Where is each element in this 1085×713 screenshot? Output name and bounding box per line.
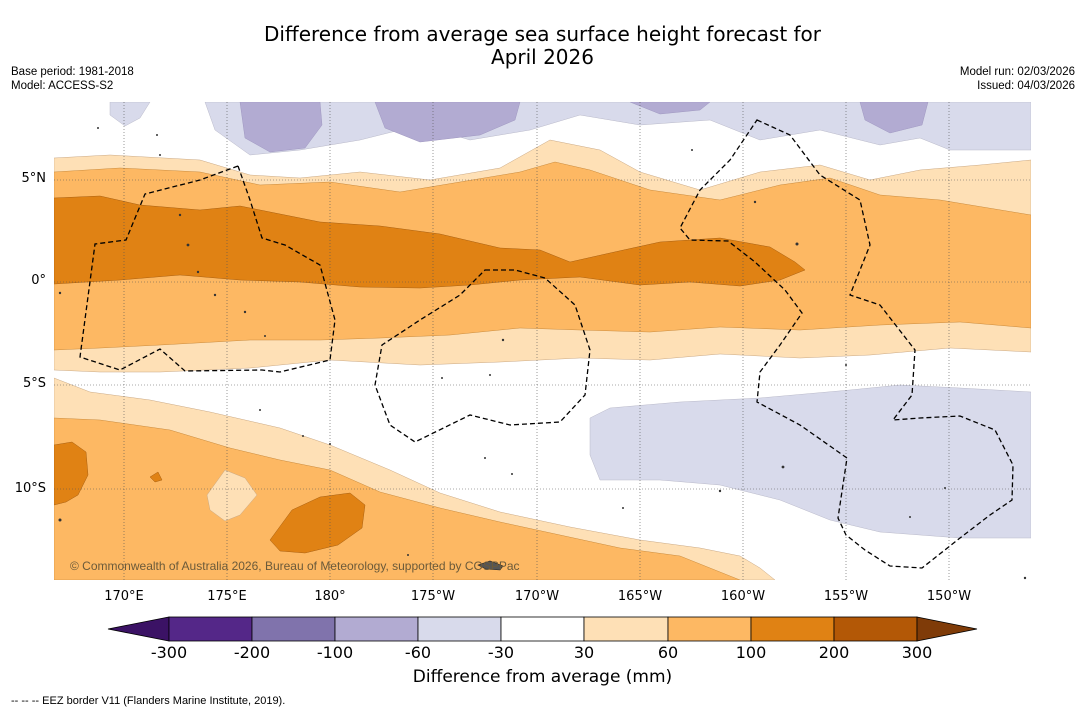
contour-neg60-north-c: [629, 102, 711, 115]
contour-30-island: [206, 469, 258, 522]
colorbar-tick-label: 60: [657, 643, 679, 662]
lat-label-5s: 5°S: [22, 376, 46, 391]
eez-border-east: [679, 119, 1014, 569]
colorbar-tick-label: 200: [818, 643, 850, 662]
islands: [58, 127, 1027, 580]
contour-neg30-southeast: [589, 384, 1031, 539]
eez-border-central: [374, 269, 591, 443]
colorbar-bin-4: [417, 616, 502, 642]
colorbar-tick-label: 30: [573, 643, 595, 662]
colorbar-title: Difference from average (mm): [412, 667, 673, 687]
colorbar: [107, 616, 978, 642]
eez-border-west: [79, 165, 336, 373]
colorbar-bin-6: [583, 616, 669, 642]
lon-label-175w: 175°W: [410, 589, 456, 604]
colorbar-bin-9: [833, 616, 918, 642]
contour-neg60-north-b: [374, 102, 521, 143]
map-area: [54, 102, 1031, 580]
contour-neg30-nw: [109, 102, 151, 127]
lon-label-160w: 160°W: [720, 589, 766, 604]
lon-label-165w: 165°W: [617, 589, 663, 604]
colorbar-bin-2: [251, 616, 336, 642]
copyright-notice: © Commonwealth of Australia 2026, Bureau…: [70, 559, 520, 573]
contour-60-sw: [54, 417, 741, 580]
colorbar-tick-label: -60: [404, 643, 432, 662]
lon-label-150w: 150°W: [926, 589, 972, 604]
colorbar-bin-5: [500, 616, 585, 642]
contour-100-sw-a: [54, 441, 89, 506]
contour-100-sw-c: [149, 471, 163, 483]
contour-neg60-north-a: [239, 102, 323, 153]
colorbar-tick-label: -300: [150, 643, 188, 662]
colorbar-tick-label: 100: [735, 643, 767, 662]
colorbar-bin-8: [750, 616, 835, 642]
meta-right: Model run: 02/03/2026 Issued: 04/03/2026: [960, 65, 1075, 93]
contour-100-band: [54, 195, 806, 289]
lat-label-0: 0°: [31, 273, 46, 288]
grid-lines: [54, 102, 1031, 580]
colorbar-bin-3: [334, 616, 419, 642]
colorbar-bin-7: [667, 616, 752, 642]
colorbar-bin-1: [168, 616, 253, 642]
eez-footnote: -- -- -- EEZ border V11 (Flanders Marine…: [11, 695, 286, 707]
colorbar-tick-label: 300: [901, 643, 933, 662]
lon-label-170w: 170°W: [514, 589, 560, 604]
colorbar-tick-label: -100: [316, 643, 354, 662]
lat-label-10s: 10°S: [14, 481, 46, 496]
meta-left: Base period: 1981-2018 Model: ACCESS-S2: [11, 65, 134, 93]
colorbar-extend-high: [916, 616, 978, 642]
contour-100-sw-b: [269, 492, 366, 554]
map-title-line1: Difference from average sea surface heig…: [263, 22, 822, 46]
lon-label-175e: 175°E: [207, 589, 247, 604]
lon-label-170e: 170°E: [104, 589, 144, 604]
colorbar-tick-label: -30: [487, 643, 515, 662]
contour-neg60-north-d: [859, 102, 929, 134]
lon-label-155w: 155°W: [823, 589, 869, 604]
island-samoa: [477, 560, 504, 571]
map-title-line2: April 2026: [491, 45, 594, 69]
lat-label-5n: 5°N: [21, 171, 47, 186]
issued-date: Issued: 04/03/2026: [977, 80, 1075, 92]
colorbar-tick-label: -200: [233, 643, 271, 662]
colorbar-extend-low: [107, 616, 170, 642]
model-run: Model run: 02/03/2026: [959, 66, 1075, 78]
model-name: Model: ACCESS-S2: [11, 80, 114, 92]
lon-label-180: 180°: [314, 589, 346, 604]
eez-borders: [79, 119, 1014, 569]
base-period: Base period: 1981-2018: [11, 66, 134, 78]
